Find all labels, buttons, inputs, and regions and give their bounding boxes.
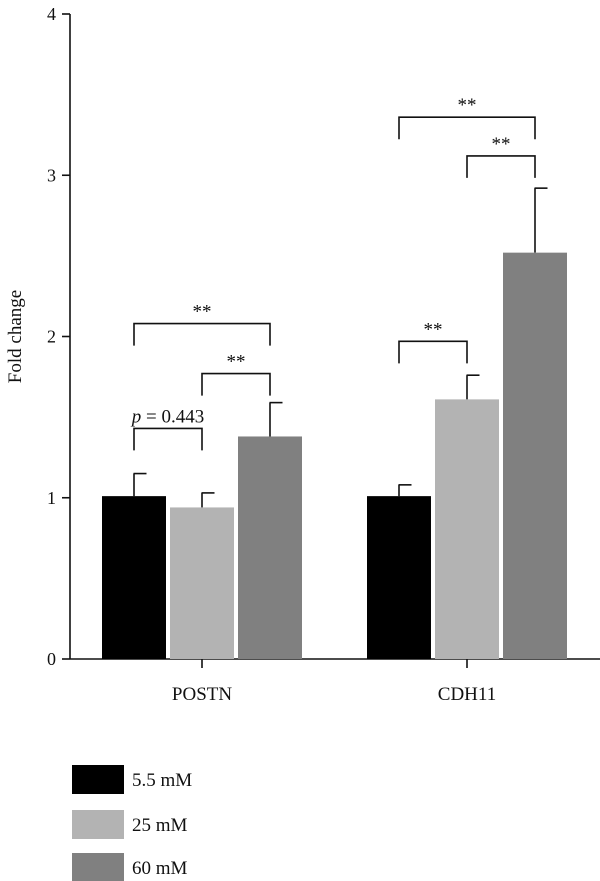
legend: 5.5 mM 25 mM 60 mM (72, 765, 192, 881)
p-value: = 0.443 (141, 406, 204, 427)
y-tick-label: 3 (47, 165, 56, 185)
significance-annotations: p = 0.443 ** ** ** ** ** (130, 95, 536, 451)
x-tick-label: POSTN (172, 684, 232, 705)
bar (102, 496, 166, 659)
significance-bracket (133, 427, 203, 451)
significance-bracket (133, 322, 271, 346)
y-tick-label: 1 (47, 488, 56, 508)
legend-label: 5.5 mM (132, 770, 192, 791)
bar (435, 399, 499, 659)
bar (170, 507, 234, 659)
x-tick-label: CDH11 (438, 684, 496, 705)
legend-swatch (72, 765, 124, 794)
significance-label: ** (193, 302, 212, 323)
legend-label: 60 mM (132, 858, 188, 879)
bars (102, 187, 567, 659)
y-tick-label: 4 (47, 4, 56, 24)
bar (367, 496, 431, 659)
y-axis-label: Fold change (5, 290, 26, 383)
y-tick-label: 0 (47, 649, 56, 669)
significance-label: ** (458, 95, 477, 116)
significance-label: ** (227, 352, 246, 373)
bar (503, 252, 567, 659)
significance-label: ** (424, 319, 443, 340)
significance-bracket (201, 372, 271, 396)
legend-label: 25 mM (132, 815, 188, 836)
significance-label: ** (492, 134, 511, 155)
significance-bracket (398, 116, 536, 140)
y-tick-label: 2 (47, 327, 56, 347)
legend-swatch (72, 810, 124, 839)
legend-swatch (72, 853, 124, 881)
significance-label: p = 0.443 (130, 406, 204, 427)
bar (238, 436, 302, 659)
significance-bracket (466, 155, 536, 178)
significance-bracket (398, 340, 468, 364)
p-symbol: p (130, 406, 142, 427)
